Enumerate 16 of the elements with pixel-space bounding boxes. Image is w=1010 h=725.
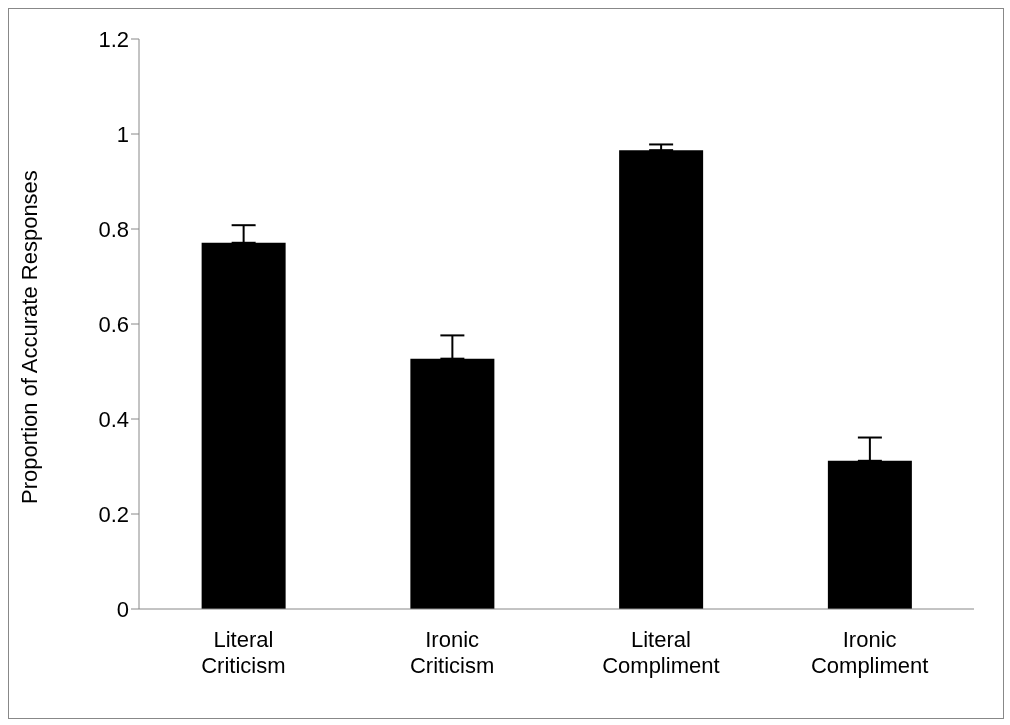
x-tick-label: Literal Criticism <box>201 627 286 678</box>
y-tick-label: 0.8 <box>98 216 129 242</box>
y-tick-label: 1 <box>116 121 129 147</box>
y-tick-label: 0 <box>116 596 129 622</box>
y-tick-label: 0.4 <box>98 406 129 432</box>
bar <box>827 460 912 609</box>
bar <box>201 242 286 609</box>
bar <box>619 150 704 609</box>
x-tick-label: Literal Compliment <box>602 627 720 678</box>
x-tick-label: Ironic Compliment <box>810 627 929 678</box>
x-tick-label: Ironic Criticism <box>409 627 495 678</box>
bar <box>410 358 495 609</box>
y-tick-label: 0.2 <box>98 501 129 527</box>
y-axis-title: Proportion of Accurate Responses <box>16 170 42 504</box>
y-tick-label: 0.6 <box>98 311 129 337</box>
y-tick-label: 1.2 <box>98 26 129 52</box>
